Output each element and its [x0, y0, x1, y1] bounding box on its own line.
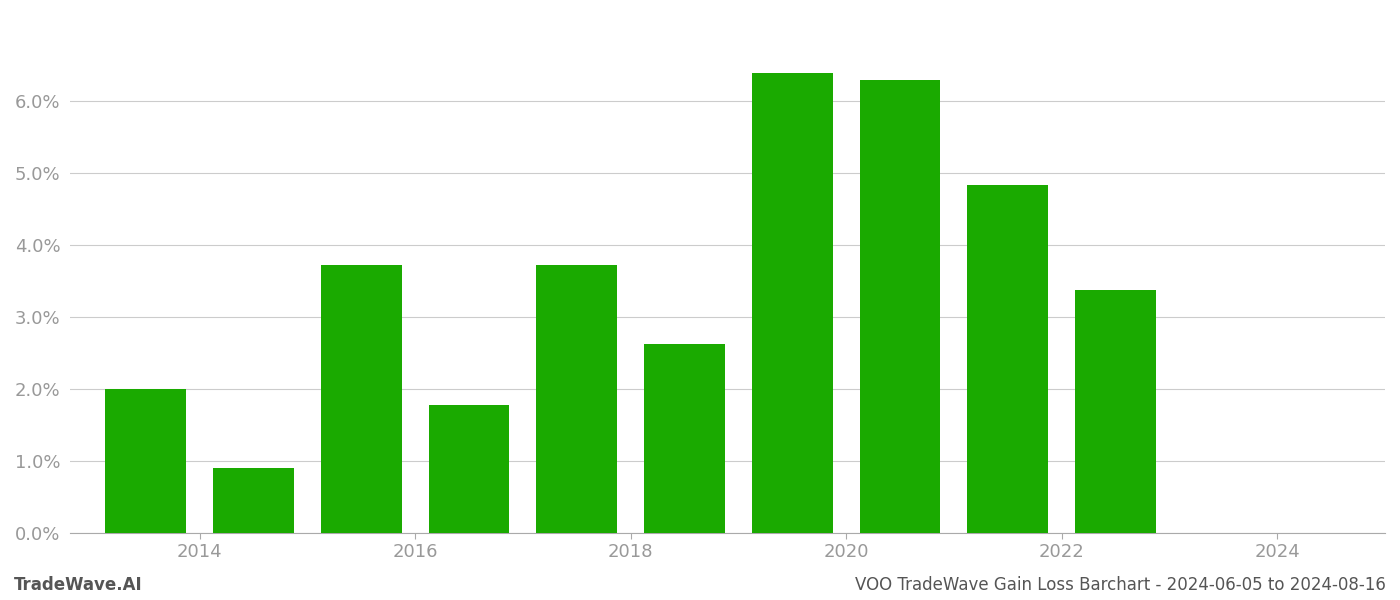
Bar	[752, 73, 833, 533]
Bar	[967, 185, 1049, 533]
Bar	[428, 406, 510, 533]
Bar	[321, 265, 402, 533]
Text: VOO TradeWave Gain Loss Barchart - 2024-06-05 to 2024-08-16: VOO TradeWave Gain Loss Barchart - 2024-…	[855, 576, 1386, 594]
Bar	[644, 344, 725, 533]
Bar	[1075, 290, 1156, 533]
Bar	[213, 468, 294, 533]
Bar	[860, 80, 941, 533]
Bar	[105, 389, 186, 533]
Bar	[536, 265, 617, 533]
Text: TradeWave.AI: TradeWave.AI	[14, 576, 143, 594]
